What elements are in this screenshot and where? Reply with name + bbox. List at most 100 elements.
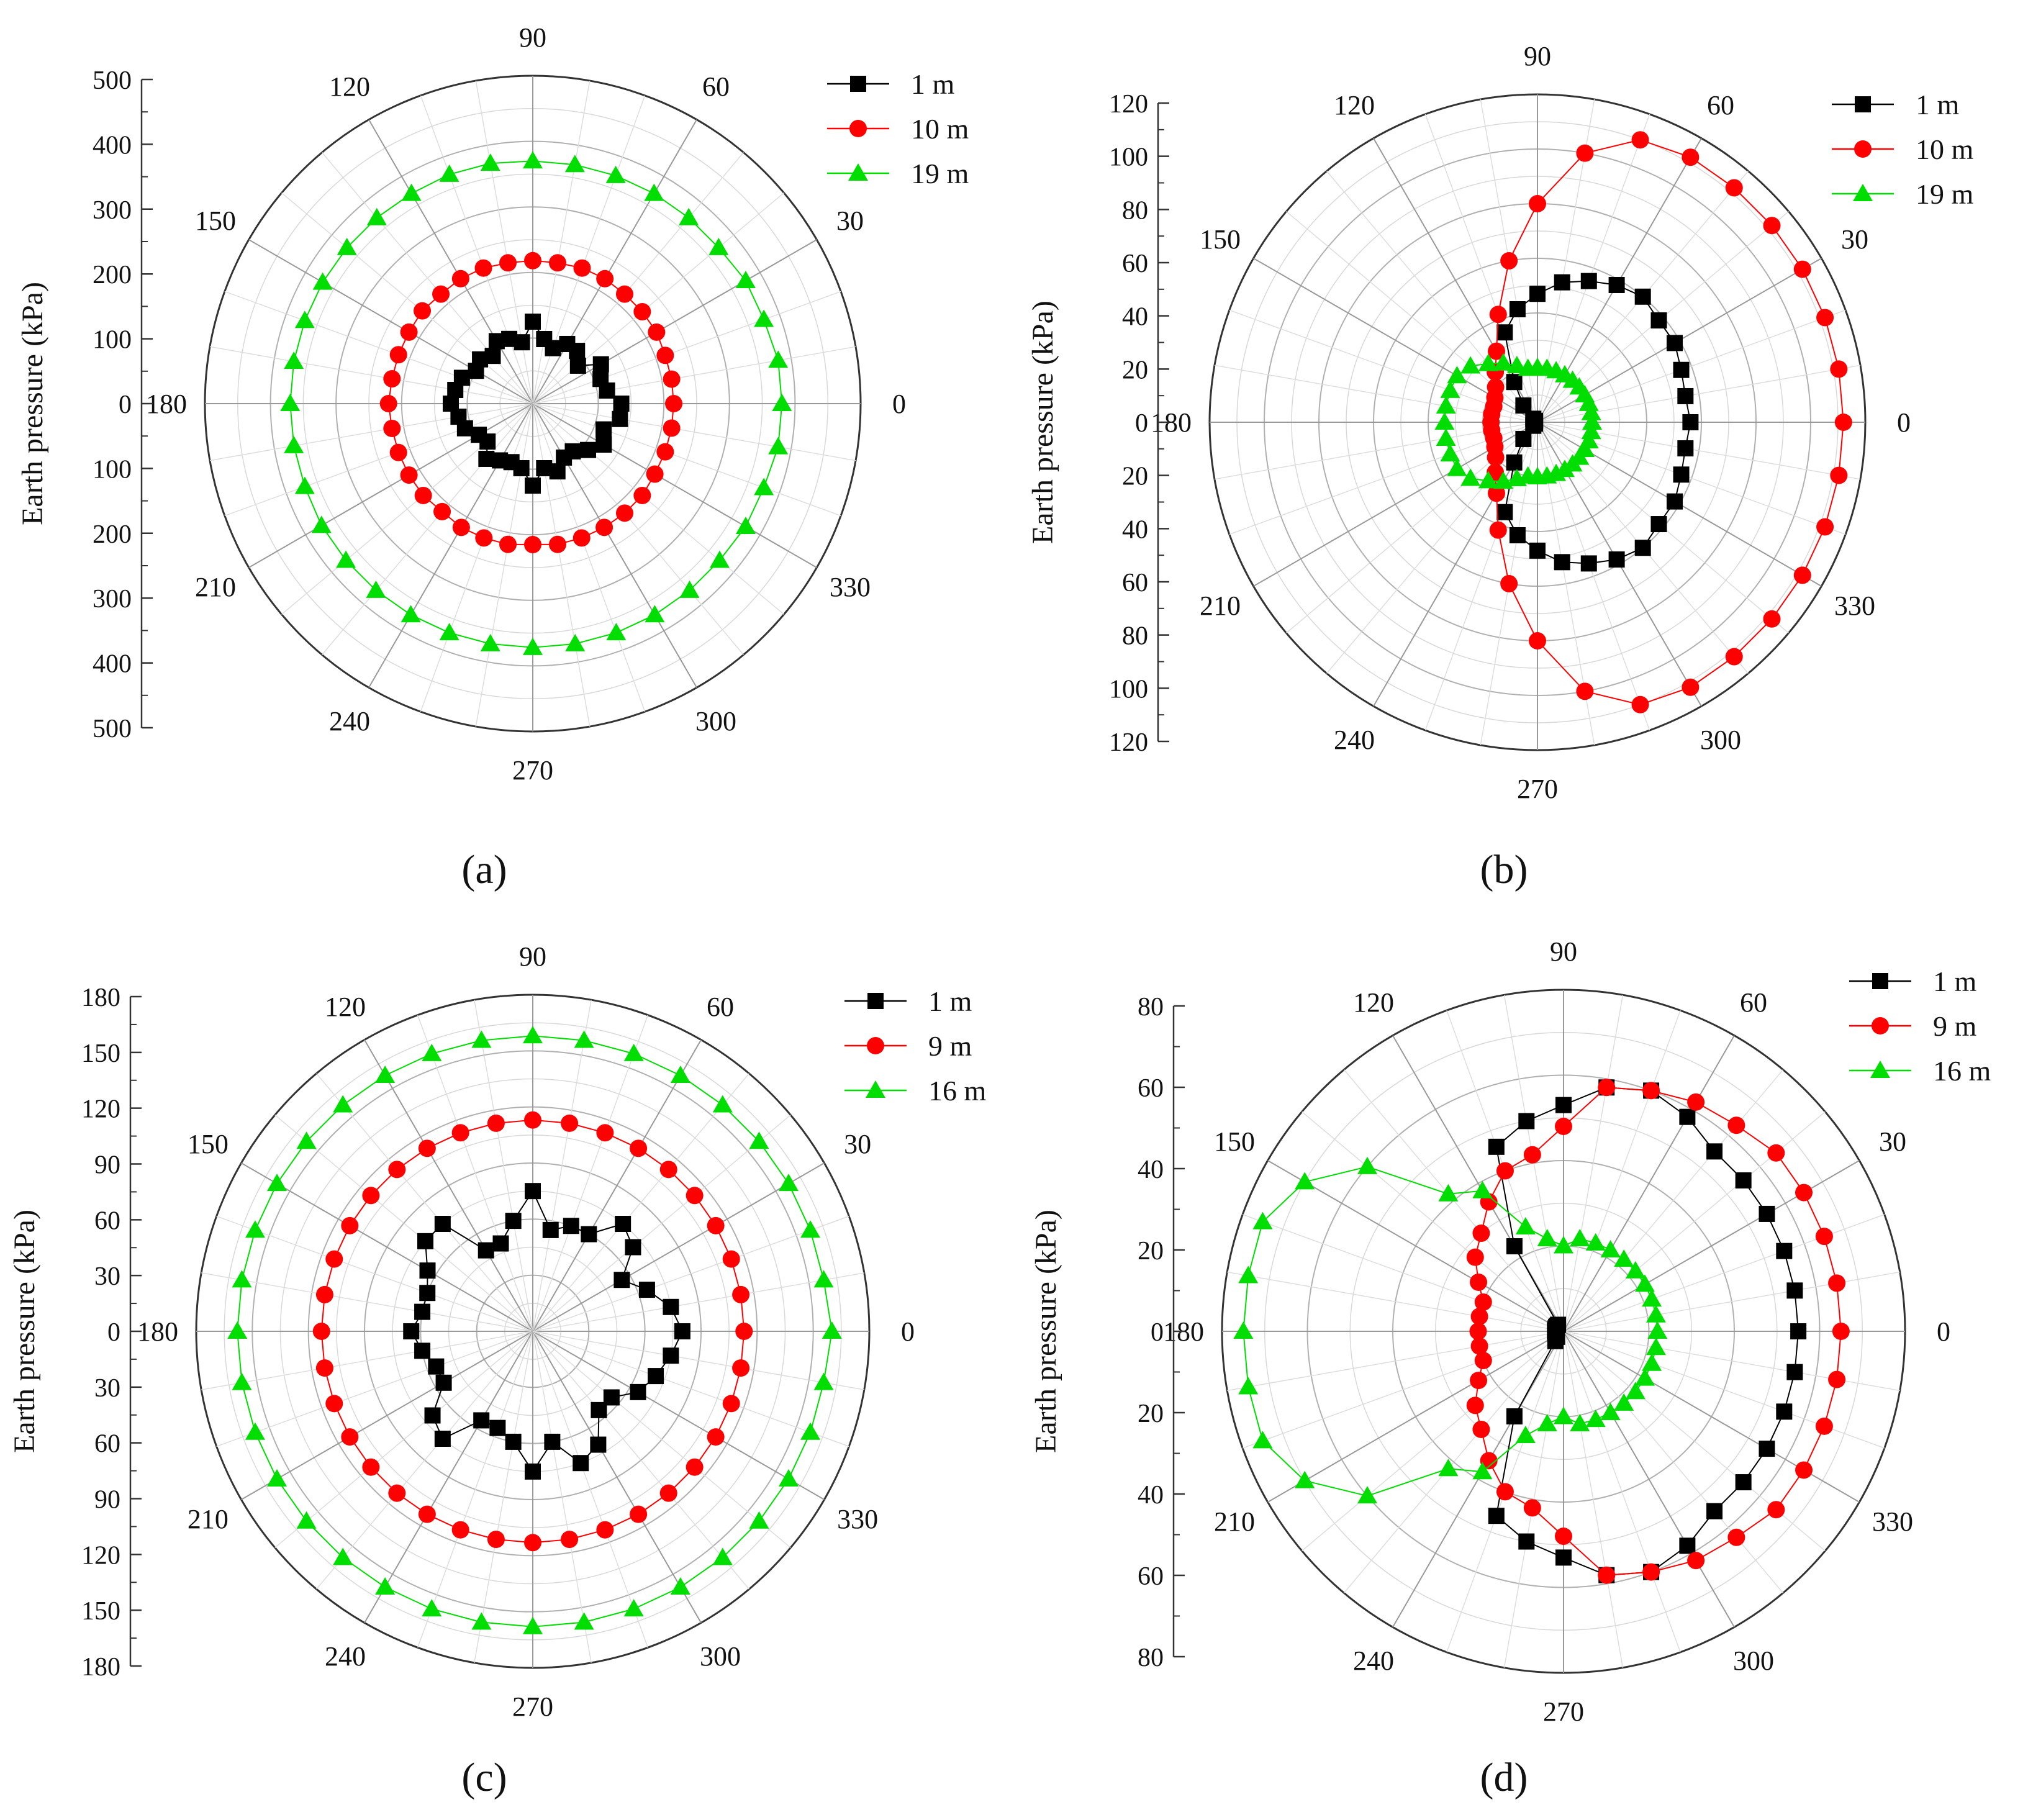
angle-tick-label: 150 — [188, 1129, 229, 1159]
data-point — [1529, 195, 1546, 212]
angle-tick-label: 30 — [1879, 1126, 1906, 1157]
data-point — [1478, 471, 1498, 489]
angle-tick-label: 30 — [836, 206, 864, 236]
data-point — [1608, 551, 1625, 568]
data-point — [1434, 412, 1455, 430]
data-point — [603, 1389, 620, 1406]
angle-tick-label: 150 — [195, 206, 236, 236]
data-point — [1515, 1425, 1536, 1443]
radial-tick-label: 90 — [94, 1151, 120, 1180]
data-point — [366, 207, 387, 225]
data-point — [434, 1430, 451, 1447]
radial-tick-label: 0 — [119, 391, 132, 419]
data-point — [523, 151, 543, 169]
grid-spoke — [1563, 1331, 1885, 1449]
radial-tick-label: 100 — [93, 326, 132, 355]
data-point — [375, 1577, 396, 1595]
grid-spoke — [224, 403, 533, 517]
data-point — [1650, 516, 1667, 533]
data-point — [1725, 179, 1743, 197]
data-point — [478, 450, 495, 467]
data-point — [388, 1484, 406, 1502]
angle-tick-label: 90 — [1550, 936, 1577, 967]
data-point — [1795, 1461, 1813, 1479]
radial-tick-label: 0 — [1151, 1318, 1164, 1347]
grid-spoke — [216, 1331, 533, 1447]
data-point — [1506, 454, 1523, 471]
angle-tick-label: 0 — [1897, 407, 1911, 438]
polar-chart-b: 0 30 60 90 120 150 180 210 240 270 300 330 0 20 20 40 40… — [1026, 41, 1974, 892]
data-point — [1598, 1566, 1616, 1584]
grid-spoke — [1563, 1214, 1885, 1332]
data-point — [1478, 353, 1498, 371]
data-point — [1687, 1552, 1705, 1570]
legend-label: 16 m — [928, 1075, 987, 1107]
data-point — [1634, 1368, 1655, 1386]
panel-caption: (a) — [461, 847, 507, 892]
data-point — [1509, 301, 1526, 318]
angle-tick-label: 0 — [901, 1316, 915, 1347]
data-point — [414, 302, 432, 320]
data-point — [663, 1347, 679, 1364]
data-point — [1518, 1113, 1535, 1130]
data-point — [1767, 1501, 1785, 1519]
grid-spoke — [224, 291, 533, 404]
data-point — [732, 1359, 750, 1377]
radial-tick-label: 400 — [93, 131, 132, 160]
data-point — [592, 371, 609, 387]
radial-tick-label: 120 — [1109, 728, 1148, 757]
data-point — [536, 331, 553, 348]
legend-marker — [1872, 973, 1888, 989]
radial-tick-label: 60 — [1138, 1562, 1164, 1591]
data-point — [1645, 1305, 1666, 1323]
data-point — [315, 1359, 333, 1377]
grid-spoke — [322, 403, 533, 655]
radial-tick-label: 0 — [107, 1318, 120, 1347]
data-point — [561, 1114, 579, 1132]
data-point — [1500, 574, 1518, 592]
data-point — [1598, 1079, 1616, 1097]
data-point — [659, 1484, 677, 1502]
data-point — [379, 395, 397, 412]
data-point — [1523, 1499, 1541, 1517]
data-point — [1496, 324, 1513, 341]
data-point — [294, 476, 315, 494]
data-point — [435, 1374, 452, 1391]
legend-label: 1 m — [1916, 89, 1960, 120]
data-point — [1727, 1528, 1745, 1546]
grid-spoke — [532, 1000, 592, 1332]
data-point — [417, 1233, 434, 1249]
series-2 — [280, 151, 792, 655]
data-point — [473, 1412, 490, 1429]
data-point — [1529, 286, 1546, 302]
data-point — [1447, 366, 1467, 384]
legend: 1 m 10 m 19 m — [827, 68, 969, 189]
data-point — [707, 1428, 725, 1446]
data-point — [1555, 1118, 1572, 1135]
radial-tick-label: 500 — [93, 715, 132, 743]
radial-tick-label: 500 — [93, 66, 132, 95]
data-point — [1554, 1236, 1573, 1254]
data-point — [478, 1242, 494, 1259]
data-point — [1554, 554, 1570, 571]
data-point — [1493, 353, 1513, 371]
grid-spoke — [417, 1015, 533, 1332]
data-point — [1667, 335, 1683, 351]
angle-tick-label: 150 — [1200, 224, 1241, 255]
data-point — [513, 460, 530, 476]
grid-spoke — [241, 1331, 533, 1500]
angle-tick-label: 60 — [1740, 987, 1767, 1018]
data-point — [1470, 1308, 1488, 1326]
grid-spoke — [532, 403, 784, 615]
data-point — [1480, 1452, 1498, 1470]
grid-spoke — [368, 119, 533, 404]
grid-spoke — [532, 403, 856, 461]
radial-tick-label: 150 — [81, 1039, 120, 1068]
panel-caption: (d) — [1480, 1755, 1528, 1800]
data-point — [565, 633, 586, 651]
data-point — [623, 1043, 644, 1061]
data-point — [456, 420, 473, 437]
data-point — [284, 435, 304, 453]
grid-spoke — [1563, 995, 1624, 1332]
data-point — [615, 285, 633, 303]
